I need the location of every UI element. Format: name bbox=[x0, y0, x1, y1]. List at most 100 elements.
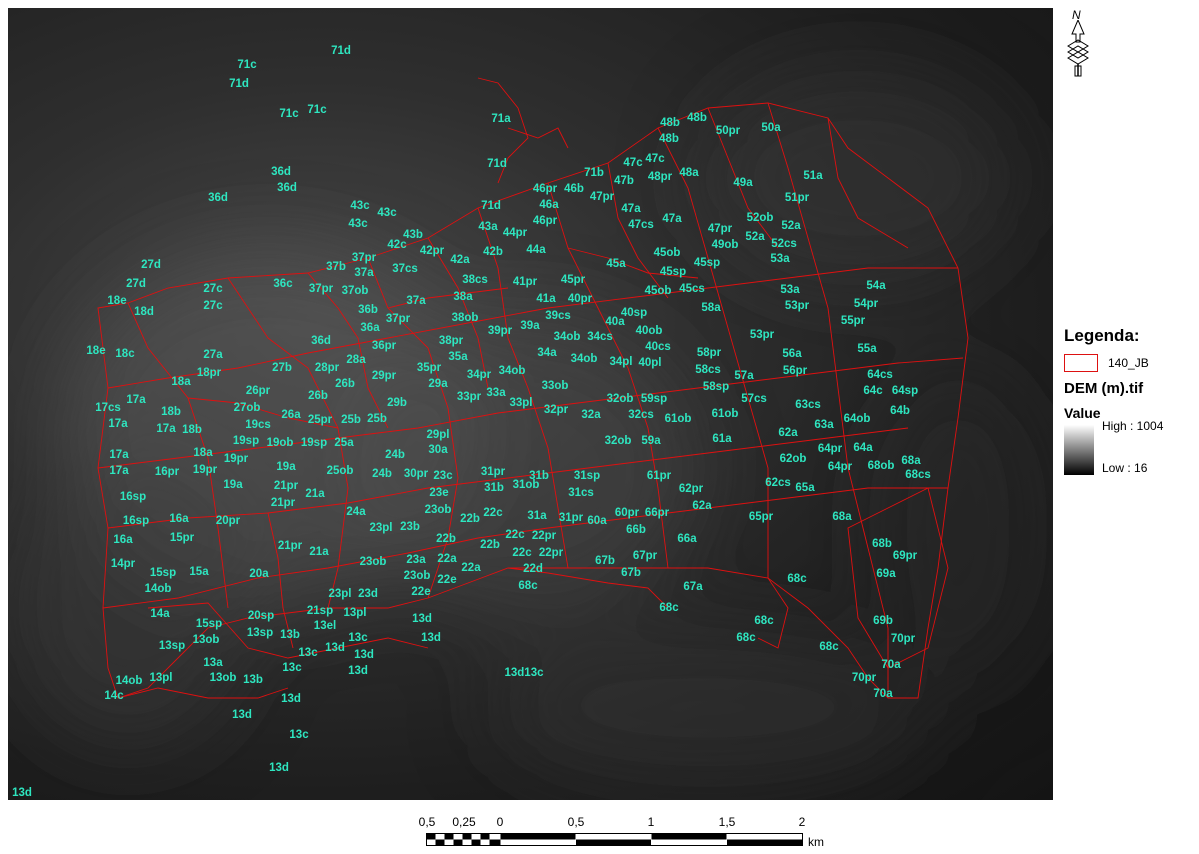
parcel-label: 38ob bbox=[452, 312, 479, 324]
parcel-label: 19cs bbox=[245, 419, 271, 431]
parcel-label: 22c bbox=[483, 507, 503, 519]
parcel-label: 47c bbox=[623, 157, 643, 169]
legend-item-vector: 140_JB bbox=[1064, 354, 1194, 372]
parcel-label: 15sp bbox=[196, 618, 222, 630]
parcel-label: 19pr bbox=[193, 464, 218, 476]
parcel-label: 23b bbox=[400, 521, 420, 533]
parcel-label: 64ob bbox=[844, 413, 871, 425]
parcel-label: 67a bbox=[683, 581, 703, 593]
parcel-label: 27a bbox=[203, 349, 223, 361]
parcel-label: 18a bbox=[193, 447, 213, 459]
parcel-label: 39pr bbox=[488, 325, 513, 337]
parcel-label: 22pr bbox=[532, 530, 557, 542]
parcel-label: 13d bbox=[421, 632, 441, 644]
parcel-label: 64c bbox=[863, 385, 883, 397]
parcel-label: 67b bbox=[595, 555, 615, 567]
parcel-label: 47a bbox=[662, 213, 682, 225]
map-canvas: 71c 71d 71d 71c 71c 71a 71d 36d 36d 36d 48b 48b 48b 5… bbox=[8, 45, 1048, 799]
parcel-label: 31cs bbox=[568, 487, 594, 499]
parcel-label: 13b bbox=[280, 629, 300, 641]
parcel-label: 14a bbox=[150, 608, 170, 620]
parcel-label: 22d bbox=[523, 563, 543, 575]
legend-color-ramp: High : 1004 Low : 16 bbox=[1064, 419, 1194, 475]
parcel-label: 17a bbox=[109, 449, 129, 461]
grayscale-ramp bbox=[1064, 425, 1094, 475]
parcel-label: 32ob bbox=[607, 393, 634, 405]
parcel-label: 33a bbox=[486, 387, 506, 399]
parcel-label: 33pr bbox=[457, 391, 482, 403]
parcel-label: 34ob bbox=[554, 331, 581, 343]
parcel-label: 43c bbox=[350, 200, 370, 212]
parcel-label: 24b bbox=[372, 468, 392, 480]
parcel-label: 68c bbox=[736, 632, 756, 644]
parcel-label: 13d13c bbox=[504, 667, 544, 679]
parcel-label: 34a bbox=[537, 347, 557, 359]
parcel-label: 34ob bbox=[571, 353, 598, 365]
parcel-label: 41pr bbox=[513, 276, 538, 288]
parcel-label: 23a bbox=[406, 554, 426, 566]
map-frame[interactable]: 71c 71d 71d 71c 71c 71a 71d 36d 36d 36d 48b 48b 48b 5… bbox=[8, 8, 1053, 800]
parcel-label: 18pr bbox=[197, 367, 222, 379]
parcel-label: 17a bbox=[109, 465, 129, 477]
parcel-label: 37ob bbox=[342, 285, 369, 297]
parcel-label: 21sp bbox=[307, 605, 333, 617]
scale-tick-label: 0,5 bbox=[418, 815, 436, 829]
north-arrow: N bbox=[1066, 8, 1090, 78]
parcel-label: 64b bbox=[890, 405, 910, 417]
parcel-label: 13ob bbox=[193, 634, 220, 646]
parcel-label: 26b bbox=[308, 390, 328, 402]
parcel-label: 27c bbox=[203, 283, 223, 295]
parcel-label: 43c bbox=[377, 207, 397, 219]
parcel-label: 37b bbox=[326, 261, 346, 273]
parcel-label: 71c bbox=[279, 108, 299, 120]
parcel-label: 51a bbox=[803, 170, 823, 182]
parcel-label: 44a bbox=[526, 244, 546, 256]
parcel-label: 62a bbox=[778, 427, 798, 439]
parcel-label: 17cs bbox=[95, 402, 121, 414]
parcel-label: 17a bbox=[108, 418, 128, 430]
parcel-label: 36c bbox=[273, 278, 293, 290]
parcel-label: 22e bbox=[411, 586, 430, 598]
parcel-label: 13a bbox=[203, 657, 223, 669]
legend-title: Legenda: bbox=[1064, 326, 1140, 345]
parcel-label: 45sp bbox=[660, 266, 686, 278]
parcel-label: 68b bbox=[872, 538, 892, 550]
parcel-label: 40sp bbox=[621, 307, 647, 319]
parcel-label: 36pr bbox=[372, 340, 397, 352]
parcel-label: 13d bbox=[325, 642, 345, 654]
scale-tick-label: 0,25 bbox=[452, 815, 476, 829]
parcel-label: 54a bbox=[866, 280, 886, 292]
legend-high-label: High : 1004 bbox=[1102, 419, 1164, 433]
parcel-label: 22e bbox=[437, 574, 456, 586]
parcel-label: 30a bbox=[428, 444, 448, 456]
parcel-label: 52a bbox=[781, 220, 801, 232]
parcel-label: 67pr bbox=[633, 550, 658, 562]
parcel-label: 40ob bbox=[636, 325, 663, 337]
parcel-label: 71d bbox=[229, 78, 249, 90]
parcel-label: 31b bbox=[484, 482, 504, 494]
parcel-label: 25pr bbox=[308, 414, 333, 426]
parcel-label: 61ob bbox=[712, 408, 739, 420]
parcel-label: 34pl bbox=[609, 356, 632, 368]
parcel-label: 53pr bbox=[750, 329, 775, 341]
parcel-label: 36d bbox=[208, 192, 228, 204]
parcel-label: 23ob bbox=[404, 570, 431, 582]
parcel-label: 45sp bbox=[694, 257, 720, 269]
parcel-label: 44pr bbox=[503, 227, 528, 239]
parcel-label: 58a bbox=[701, 302, 721, 314]
parcel-label: 68ob bbox=[868, 460, 895, 472]
parcel-label: 24b bbox=[385, 449, 405, 461]
parcel-label: 46a bbox=[539, 199, 559, 211]
parcel-label: 30pr bbox=[404, 468, 429, 480]
scalebar-graphic bbox=[426, 833, 803, 846]
parcel-label: 19a bbox=[223, 479, 243, 491]
parcel-label: 57a bbox=[734, 370, 754, 382]
parcel-label: 24a bbox=[346, 506, 366, 518]
parcel-label: 23pl bbox=[328, 588, 351, 600]
parcel-label: 56pr bbox=[783, 365, 808, 377]
parcel-label: 16a bbox=[113, 534, 133, 546]
parcel-label: 28a bbox=[346, 354, 366, 366]
parcel-label: 62a bbox=[692, 500, 712, 512]
parcel-label: 38a bbox=[453, 291, 473, 303]
parcel-label: 18e bbox=[107, 295, 126, 307]
